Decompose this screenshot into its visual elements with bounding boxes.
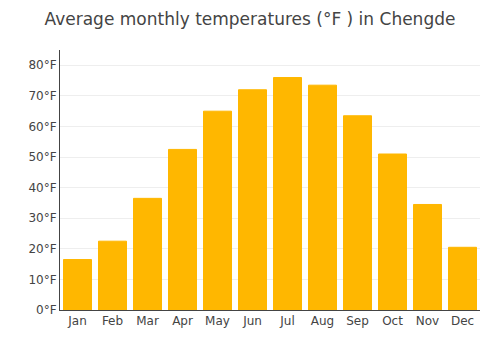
- svg-text:Oct: Oct: [382, 314, 403, 328]
- svg-text:Dec: Dec: [451, 314, 474, 328]
- svg-text:Jan: Jan: [67, 314, 87, 328]
- svg-text:Feb: Feb: [102, 314, 123, 328]
- svg-text:60°F: 60°F: [28, 120, 56, 134]
- svg-text:Jun: Jun: [242, 314, 262, 328]
- svg-text:80°F: 80°F: [28, 58, 56, 72]
- svg-text:10°F: 10°F: [28, 273, 56, 287]
- svg-text:20°F: 20°F: [28, 242, 56, 256]
- svg-text:Aug: Aug: [311, 314, 334, 328]
- svg-text:0°F: 0°F: [36, 303, 57, 317]
- svg-text:Average monthly temperatures (: Average monthly temperatures (°F ) in Ch…: [45, 9, 456, 29]
- svg-text:Apr: Apr: [172, 314, 193, 328]
- svg-text:Sep: Sep: [346, 314, 369, 328]
- svg-text:40°F: 40°F: [28, 181, 56, 195]
- svg-text:Mar: Mar: [136, 314, 159, 328]
- svg-text:Nov: Nov: [416, 314, 439, 328]
- svg-text:May: May: [205, 314, 230, 328]
- svg-text:Jul: Jul: [279, 314, 294, 328]
- svg-text:70°F: 70°F: [28, 89, 56, 103]
- svg-text:50°F: 50°F: [28, 150, 56, 164]
- svg-text:30°F: 30°F: [28, 211, 56, 225]
